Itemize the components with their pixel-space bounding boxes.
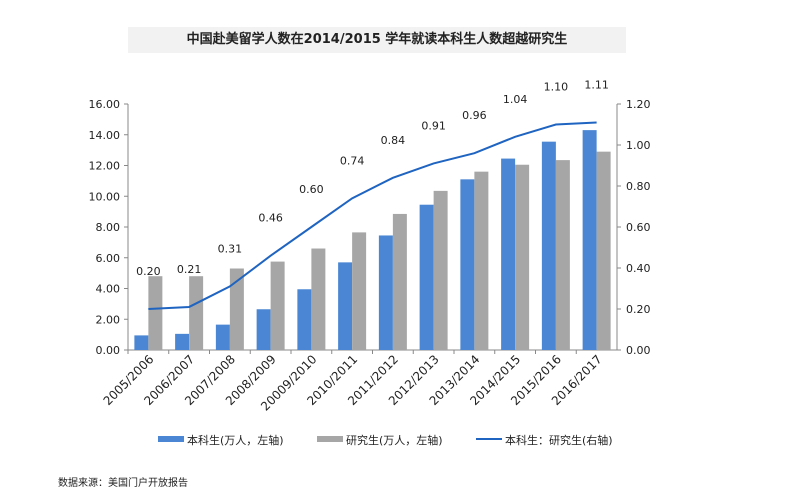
bar-undergraduate [175,333,190,350]
ratio-data-label: 0.74 [340,154,365,167]
bar-undergraduate [501,158,516,350]
bar-undergraduate [215,324,230,350]
bar-graduate [229,268,244,350]
bar-undergraduate [297,289,312,350]
y-tick-label-left: 8.00 [96,221,121,234]
title-bar: 中国赴美留学人数在2014/2015 学年就读本科生人数超越研究生 [128,27,626,53]
bar-graduate [311,248,326,350]
y-tick-label-right: 0.40 [626,262,651,275]
ratio-data-label: 0.91 [421,119,446,132]
y-tick-label-left: 0.00 [96,344,121,357]
legend-undergraduate-label: 本科生(万人，左轴) [187,433,284,447]
bar-graduate [555,160,570,350]
data-source: 数据来源：美国门户开放报告 [58,478,188,489]
chart-title: 中国赴美留学人数在2014/2015 学年就读本科生人数超越研究生 [186,32,568,47]
bar-undergraduate [338,262,353,350]
y-tick-label-right: 0.20 [626,303,651,316]
y-tick-label-left: 16.00 [89,98,121,111]
bar-graduate [596,151,611,350]
y-tick-label-left: 10.00 [89,190,121,203]
bar-undergraduate [419,204,434,350]
ratio-data-label: 0.60 [299,183,324,196]
bar-graduate [474,171,489,350]
y-tick-label-right: 0.60 [626,221,651,234]
legend-graduate-swatch [317,436,343,442]
bar-graduate [270,261,285,350]
bar-undergraduate [582,130,597,350]
bar-graduate [148,276,163,350]
ratio-data-label: 0.96 [462,109,487,122]
y-tick-label-right: 1.20 [626,98,651,111]
bar-undergraduate [378,235,393,350]
ratio-data-label: 1.04 [503,93,528,106]
bar-graduate [189,276,204,350]
y-tick-label-left: 4.00 [96,283,121,296]
bar-graduate [515,164,530,350]
y-tick-label-left: 6.00 [96,252,121,265]
ratio-data-label: 0.21 [177,263,202,276]
ratio-data-label: 0.20 [136,265,161,278]
ratio-data-label: 0.84 [381,134,406,147]
bar-undergraduate [541,141,556,350]
y-tick-label-right: 0.00 [626,344,651,357]
ratio-data-label: 1.11 [584,78,609,91]
y-tick-label-right: 1.00 [626,139,651,152]
y-tick-label-left: 14.00 [89,129,121,142]
ratio-data-label: 0.46 [258,212,283,225]
legend-ratio-label: 本科生：研究生(右轴) [505,433,613,447]
bar-graduate [392,213,407,350]
ratio-line [148,121,597,310]
ratio-data-label: 1.10 [544,81,569,94]
bar-undergraduate [256,309,271,350]
bar-graduate [352,232,367,350]
y-tick-label-right: 0.80 [626,180,651,193]
bar-undergraduate [460,179,475,350]
y-tick-label-left: 12.00 [89,160,121,173]
bar-undergraduate [134,335,149,350]
bar-graduate [433,190,448,350]
legend-undergraduate-swatch [158,436,184,442]
ratio-data-label: 0.31 [218,242,243,255]
legend-graduate-label: 研究生(万人，左轴) [346,433,443,447]
y-tick-label-left: 2.00 [96,313,121,326]
